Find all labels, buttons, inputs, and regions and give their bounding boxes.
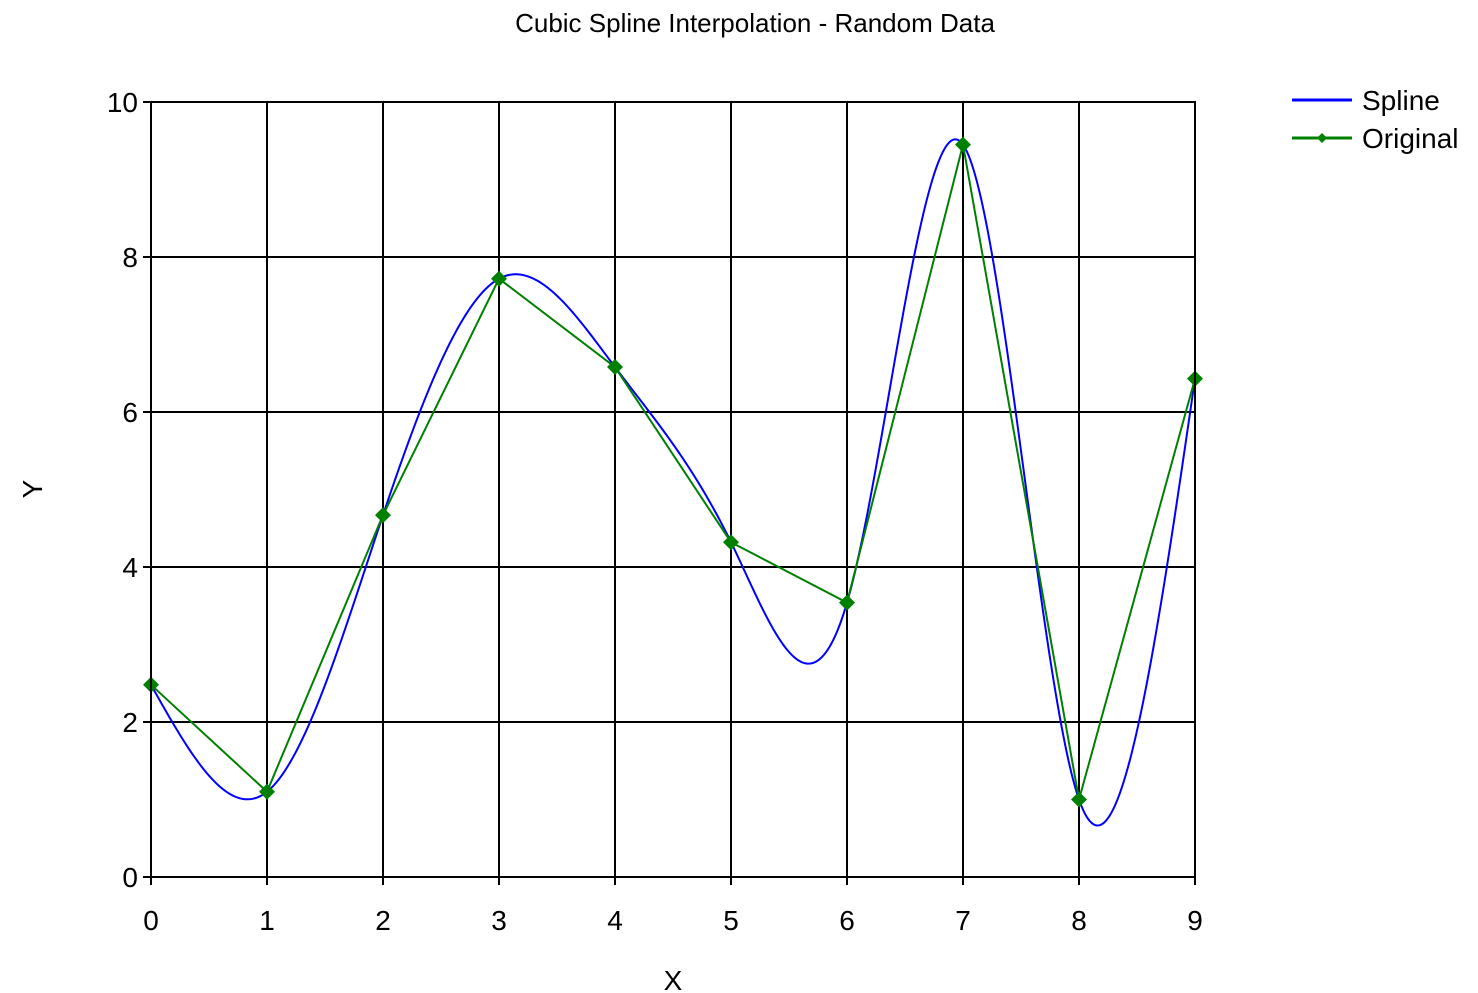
data-point-original-8 (1071, 791, 1087, 808)
x-tick-label-5: 5 (723, 905, 739, 936)
y-tick-label-3: 6 (122, 397, 138, 428)
plot-area-frame (150, 101, 1196, 878)
y-tick-label-2: 4 (122, 552, 138, 583)
legend-label-original: Original (1362, 123, 1458, 154)
y-axis-ticks: 0 2 4 6 8 10 (107, 87, 151, 893)
data-point-original-4 (607, 359, 623, 376)
grid-lines (150, 101, 1196, 878)
y-tick-label-0: 0 (122, 862, 138, 893)
data-point-original-2 (375, 507, 391, 524)
x-axis-ticks: 0 1 2 3 4 5 6 7 8 9 (143, 877, 1203, 936)
x-axis-label: X (664, 965, 683, 993)
y-axis-label: Y (17, 479, 48, 498)
data-point-original-5 (723, 534, 739, 551)
series-line-spline (150, 138, 1196, 827)
legend-label-spline: Spline (1362, 85, 1440, 116)
x-tick-label-8: 8 (1071, 905, 1087, 936)
y-tick-label-1: 2 (122, 707, 138, 738)
data-point-original-3 (491, 270, 507, 287)
data-point-original-1 (259, 783, 275, 800)
series-layer (143, 136, 1203, 827)
x-tick-label-6: 6 (839, 905, 855, 936)
legend-marker-original (1317, 133, 1327, 143)
data-point-original-6 (839, 594, 855, 611)
legend: Spline Original (1292, 85, 1458, 154)
x-tick-label-3: 3 (491, 905, 507, 936)
series-line-original (150, 144, 1196, 800)
x-tick-label-2: 2 (375, 905, 391, 936)
x-tick-label-1: 1 (259, 905, 275, 936)
x-tick-label-9: 9 (1187, 905, 1203, 936)
data-point-original-7 (955, 136, 971, 153)
x-tick-label-0: 0 (143, 905, 159, 936)
x-tick-label-4: 4 (607, 905, 623, 936)
x-tick-label-7: 7 (955, 905, 971, 936)
chart-title: Cubic Spline Interpolation - Random Data (515, 8, 995, 38)
y-tick-label-5: 10 (107, 87, 138, 118)
y-tick-label-4: 8 (122, 242, 138, 273)
